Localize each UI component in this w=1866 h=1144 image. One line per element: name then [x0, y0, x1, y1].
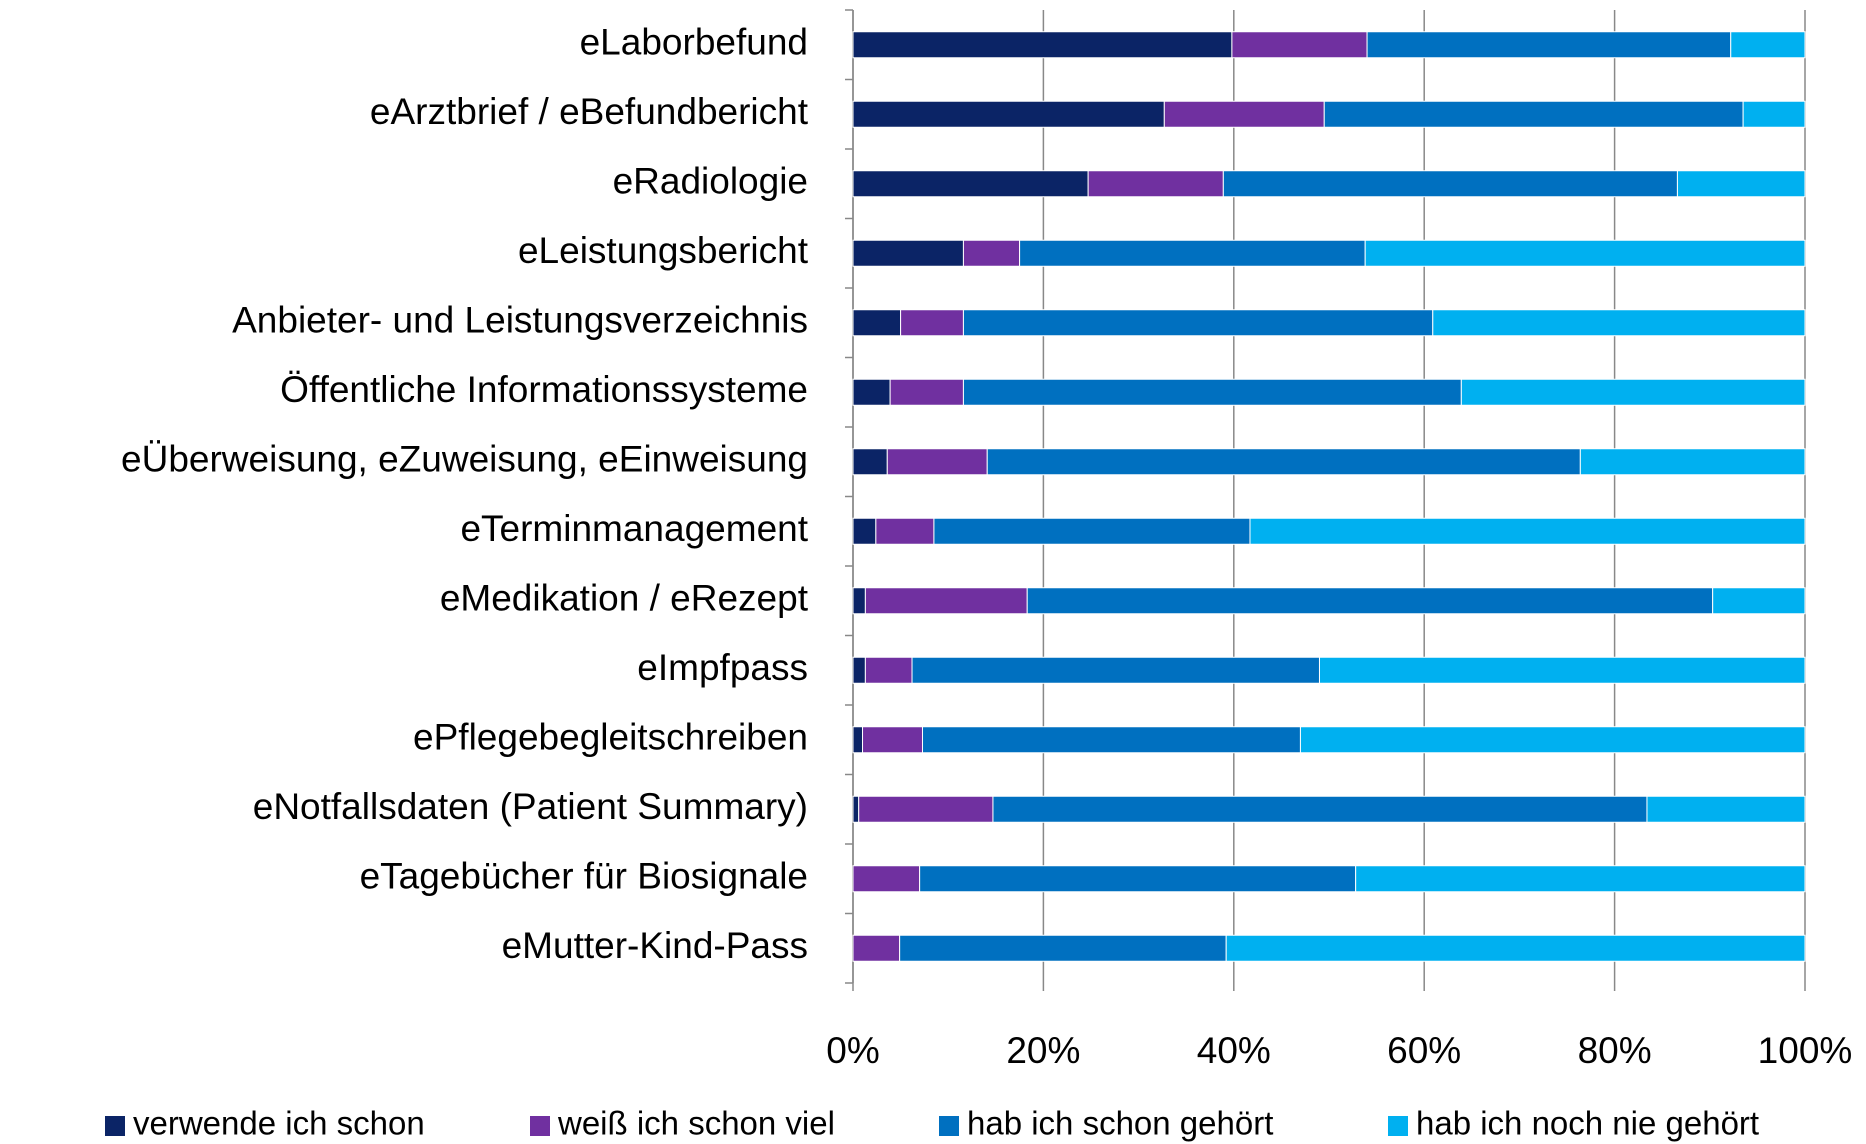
x-tick-label: 20% [1006, 1030, 1080, 1071]
x-tick-label: 80% [1578, 1030, 1652, 1071]
legend-swatch [530, 1116, 550, 1136]
bar-segment [852, 795, 860, 823]
bar-segment [1730, 31, 1806, 59]
x-tick-label: 40% [1197, 1030, 1271, 1071]
legend-swatch [1388, 1116, 1408, 1136]
bar-segment [1249, 517, 1806, 545]
bar-segment [1222, 170, 1678, 198]
bar-segment [852, 934, 901, 962]
bar-segment [862, 726, 923, 754]
bar-segment [852, 170, 1089, 198]
category-label: eArztbrief / eBefundbericht [370, 91, 809, 132]
bar-segment [921, 726, 1301, 754]
category-label: eLaborbefund [580, 22, 808, 63]
bar-segment [1742, 100, 1806, 128]
bar-segment [1355, 865, 1806, 893]
bar-segment [852, 378, 891, 406]
category-label: eMedikation / eRezept [440, 578, 809, 619]
legend-label: verwende ich schon [133, 1105, 425, 1142]
bar-segment [962, 309, 1434, 337]
bar-segment [900, 309, 964, 337]
category-label: eTagebücher für Biosignale [360, 856, 808, 897]
category-label: eNotfallsdaten (Patient Summary) [253, 786, 808, 827]
bar-segment [962, 378, 1462, 406]
bar-segment [852, 239, 964, 267]
bar-segment [1579, 448, 1806, 476]
bar-segment [864, 656, 913, 684]
category-label: eLeistungsbericht [518, 230, 809, 271]
category-label: eÜberweisung, eZuweisung, eEinweisung [121, 439, 808, 480]
bar-segment [858, 795, 994, 823]
bar-segment [864, 587, 1028, 615]
bar-segment [1163, 100, 1325, 128]
bar-segment [852, 31, 1233, 59]
category-label: ePflegebegleitschreiben [413, 717, 808, 758]
bar-segment [1087, 170, 1224, 198]
bar-segment [899, 934, 1227, 962]
category-label: eRadiologie [613, 161, 808, 202]
legend-label: hab ich noch nie gehört [1416, 1105, 1759, 1142]
x-tick-label: 0% [826, 1030, 879, 1071]
bar-segment [962, 239, 1021, 267]
category-label: eTerminmanagement [460, 508, 808, 549]
bar-segment [875, 517, 935, 545]
bar-segment [1460, 378, 1806, 406]
bar-segment [852, 726, 864, 754]
bar-segment [1676, 170, 1806, 198]
x-tick-label: 60% [1387, 1030, 1461, 1071]
bar-segment [911, 656, 1320, 684]
legend-label: hab ich schon gehört [967, 1105, 1273, 1142]
bar-segment [992, 795, 1648, 823]
bar-segment [919, 865, 1357, 893]
legend-swatch [939, 1116, 959, 1136]
bar-segment [1318, 656, 1806, 684]
bar-segment [1225, 934, 1806, 962]
bar-segment [852, 587, 866, 615]
bar-segment [852, 656, 866, 684]
bar-segment [852, 448, 888, 476]
bar-segment [852, 865, 921, 893]
bar-segment [1432, 309, 1806, 337]
bar-segment [1364, 239, 1806, 267]
bar-segment [852, 309, 902, 337]
bar-segment [1019, 239, 1366, 267]
bar-segment [1366, 31, 1732, 59]
bar-segment [1712, 587, 1806, 615]
bar-segment [852, 100, 1165, 128]
bar-segment [933, 517, 1251, 545]
bar-segment [986, 448, 1581, 476]
category-label: Anbieter- und Leistungsverzeichnis [232, 300, 808, 341]
bar-segment [1026, 587, 1714, 615]
category-label: eImpfpass [637, 647, 808, 688]
bar-segment [889, 378, 964, 406]
x-tick-label: 100% [1758, 1030, 1853, 1071]
bar-segment [1299, 726, 1806, 754]
bar-segment [886, 448, 988, 476]
bar-segment [1646, 795, 1806, 823]
bar-segment [1323, 100, 1744, 128]
legend-swatch [105, 1116, 125, 1136]
category-label: Öffentliche Informationssysteme [280, 369, 808, 410]
category-label: eMutter-Kind-Pass [502, 925, 808, 966]
bar-segment [1231, 31, 1368, 59]
legend-label: weiß ich schon viel [557, 1105, 835, 1142]
bar-segment [852, 517, 877, 545]
